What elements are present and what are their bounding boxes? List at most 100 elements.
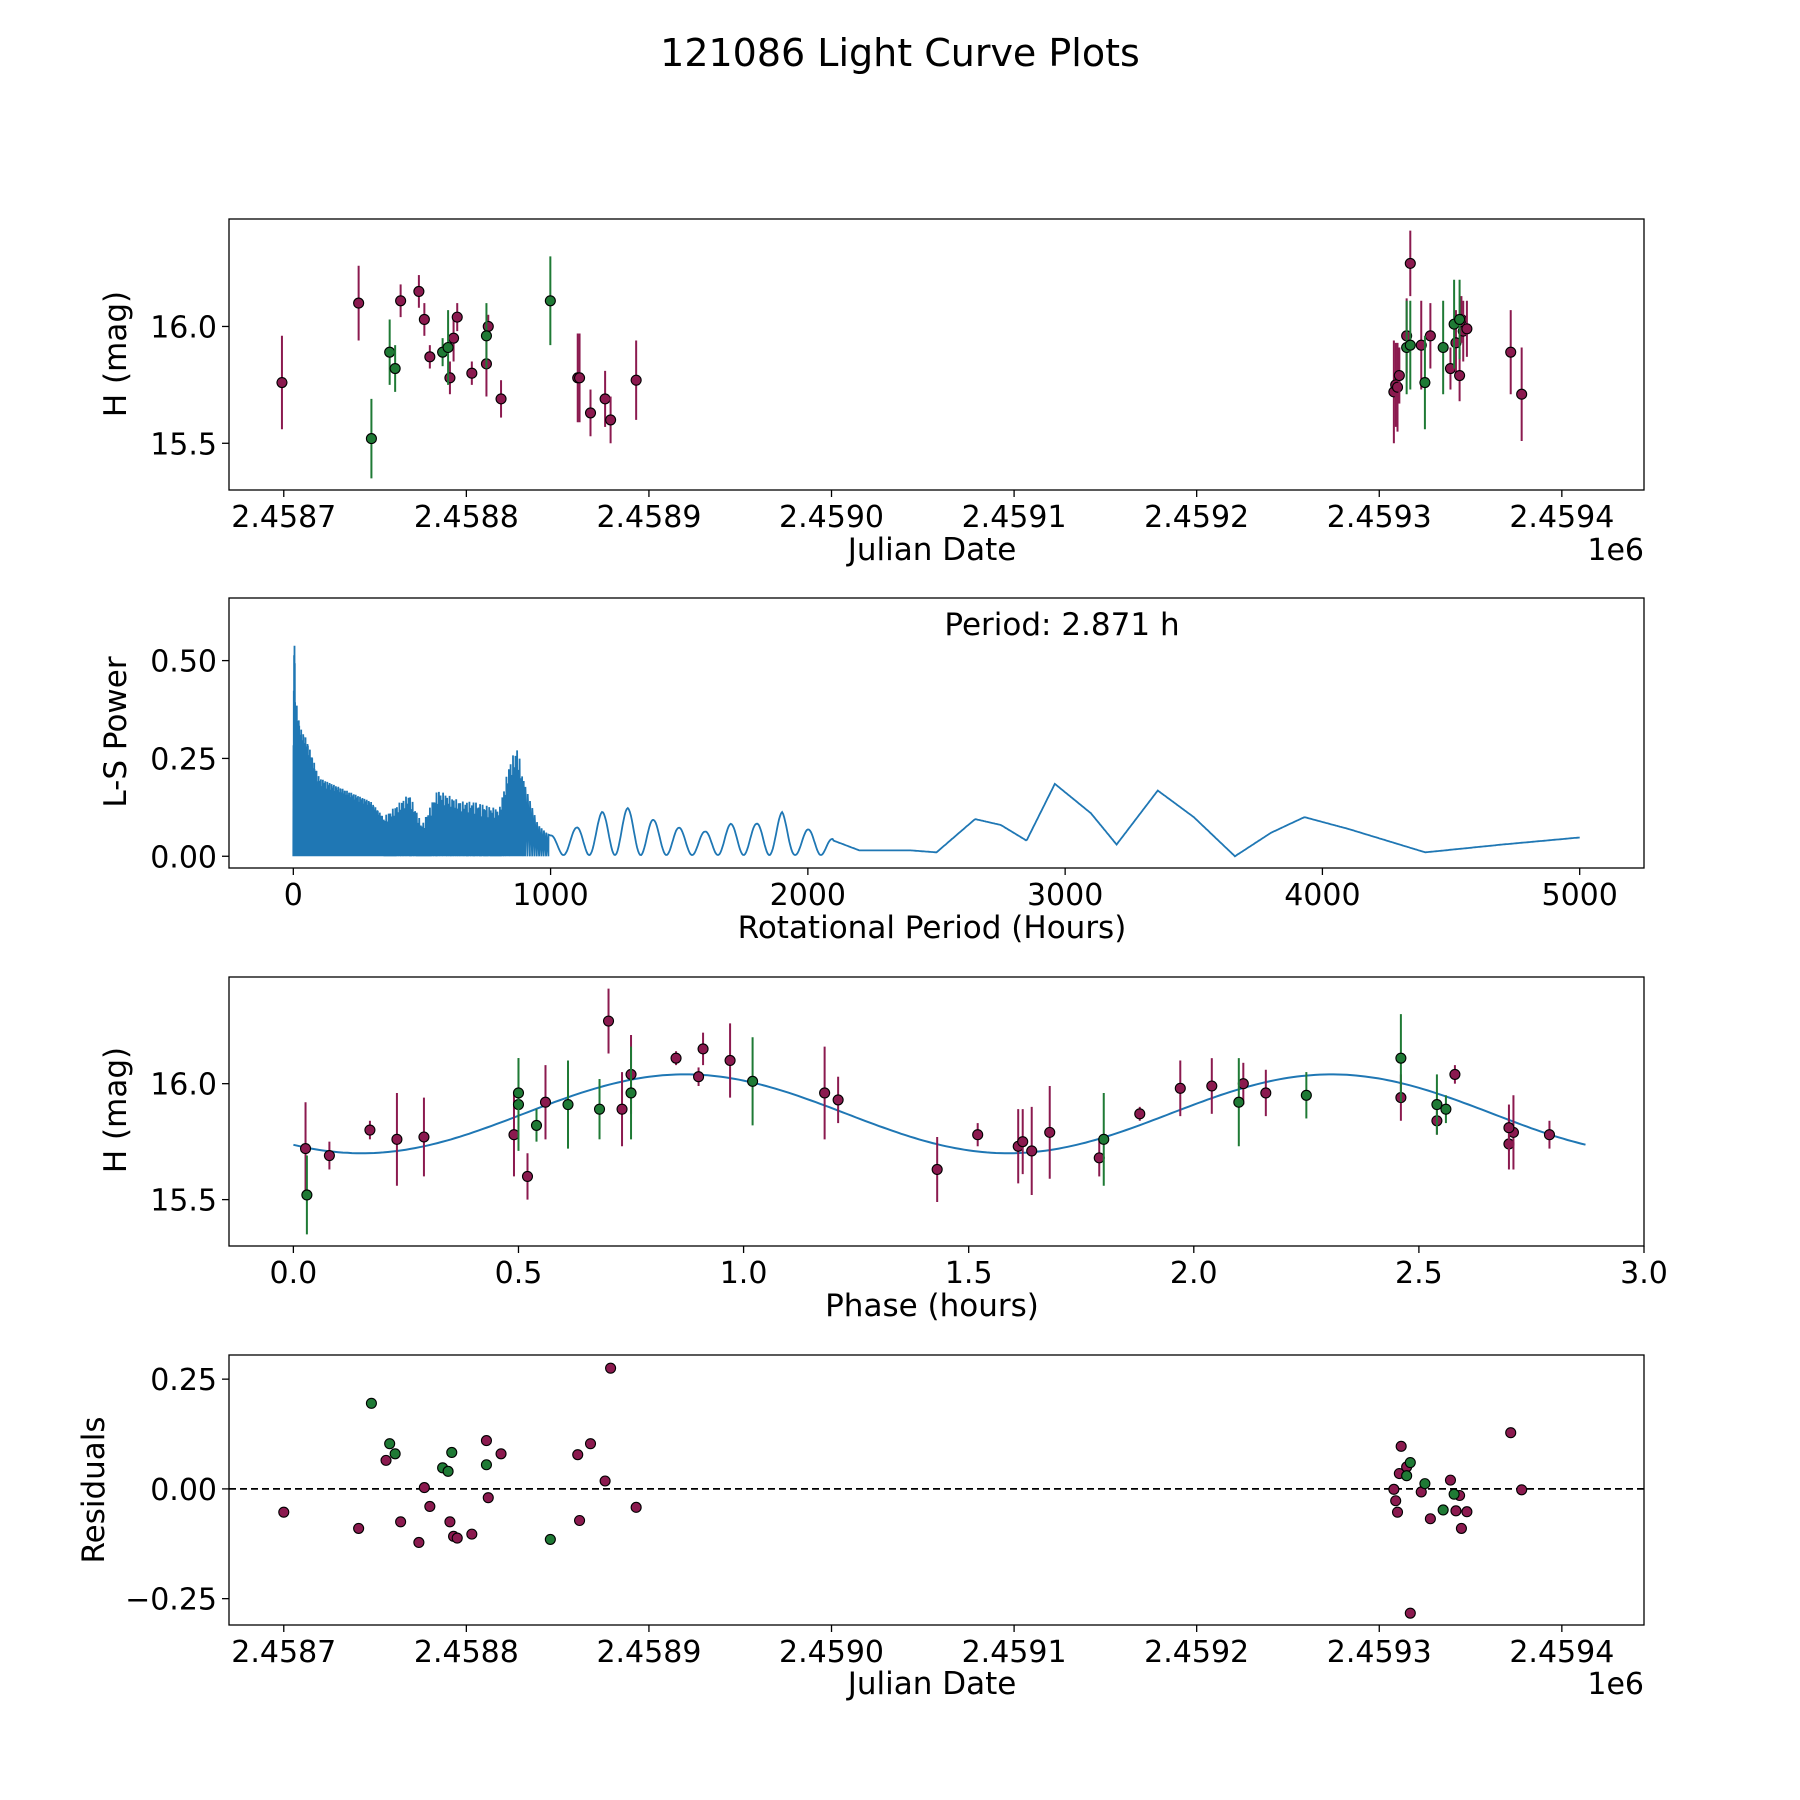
x-offset-light-curve: 1e6 <box>1587 533 1644 568</box>
x-tick-label-phased: 0.5 <box>495 1256 543 1291</box>
residual-point-r-band <box>1404 1607 1416 1619</box>
residual-point-r-band <box>451 1532 463 1544</box>
residual-point-g-band <box>1401 1470 1413 1482</box>
data-point-r-band <box>539 1096 552 1108</box>
data-point-r-band <box>418 1131 430 1143</box>
data-point-r-band <box>1516 388 1528 400</box>
residual-point-r-band <box>630 1501 642 1513</box>
data-point-r-band <box>444 372 456 384</box>
x-offset-residuals: 1e6 <box>1587 1667 1644 1702</box>
data-point-r-band <box>693 1071 705 1083</box>
residual-point-g-band <box>442 1465 454 1477</box>
x-tick-label-residuals: 2.4592 <box>1144 1635 1249 1670</box>
residual-point-r-band <box>418 1482 430 1494</box>
axes-frame-light_curve <box>228 218 1645 491</box>
data-point-r-band <box>584 407 597 419</box>
period-annotation: Period: 2.871 h <box>944 607 1179 643</box>
data-point-g-band <box>365 433 377 445</box>
data-point-r-band <box>1424 330 1436 342</box>
residual-point-r-band <box>1505 1427 1517 1439</box>
fit-curve <box>293 1073 1586 1155</box>
data-point-r-band <box>424 351 436 363</box>
data-point-g-band <box>1419 376 1431 389</box>
ylabel-phased: H (mag) <box>98 1047 134 1173</box>
data-point-r-band <box>1449 1068 1461 1080</box>
x-tick-label-residuals: 2.4591 <box>962 1635 1067 1670</box>
data-point-r-band <box>323 1150 335 1162</box>
residual-point-g-band <box>446 1446 458 1459</box>
data-point-g-band <box>1233 1096 1245 1108</box>
residual-point-r-band <box>353 1522 365 1534</box>
residual-point-r-band <box>1395 1440 1407 1452</box>
data-point-r-band <box>364 1124 376 1136</box>
residual-point-r-band <box>278 1506 290 1518</box>
x-tick-label-periodogram: 4000 <box>1284 878 1360 913</box>
data-point-r-band <box>495 393 507 405</box>
axes-frame-phased <box>228 976 1645 1247</box>
data-point-r-band <box>697 1043 709 1055</box>
x-tick-label-phased: 2.5 <box>1395 1256 1443 1291</box>
x-tick-label-periodogram: 5000 <box>1542 878 1618 913</box>
x-tick-label-phased: 1.0 <box>720 1256 768 1291</box>
y-tick-label-light_curve: 15.5 <box>150 427 217 462</box>
data-point-r-band <box>1260 1087 1272 1099</box>
data-point-r-band <box>972 1129 984 1141</box>
residual-point-g-band <box>1448 1488 1460 1500</box>
data-point-r-band <box>395 295 407 307</box>
ylabel-residuals: Residuals <box>76 1416 112 1563</box>
xlabel-light-curve: Julian Date <box>846 532 1017 568</box>
y-tick-label-light_curve: 16.0 <box>150 310 217 345</box>
data-point-r-band <box>670 1052 682 1064</box>
residual-point-r-band <box>1444 1474 1457 1486</box>
data-point-r-band <box>1505 346 1517 358</box>
data-point-r-band <box>1134 1108 1146 1120</box>
y-tick-label-periodogram: 0.00 <box>150 840 217 875</box>
data-point-r-band <box>508 1129 520 1141</box>
xlabel-periodogram: Rotational Period (Hours) <box>738 910 1127 946</box>
data-point-g-band <box>512 1087 525 1099</box>
data-point-r-band <box>599 393 611 405</box>
y-tick-label-phased: 16.0 <box>150 1068 217 1103</box>
x-tick-label-phased: 2.0 <box>1170 1256 1218 1291</box>
data-point-g-band <box>1440 1103 1452 1115</box>
data-point-r-band <box>391 1133 403 1145</box>
data-point-r-band <box>413 285 425 297</box>
data-point-g-band <box>1300 1089 1312 1101</box>
x-tick-label-light_curve: 2.4587 <box>231 500 336 535</box>
residual-point-r-band <box>495 1448 507 1460</box>
panel-periodogram: L-S Power Rotational Period (Hours) Peri… <box>98 597 1645 946</box>
x-tick-label-light_curve: 2.4589 <box>596 500 701 535</box>
residual-point-g-band <box>480 1459 492 1471</box>
x-tick-label-light_curve: 2.4592 <box>1144 500 1249 535</box>
data-point-g-band <box>1098 1133 1110 1145</box>
data-point-r-band <box>602 1015 615 1027</box>
x-tick-label-residuals: 2.4587 <box>231 1635 336 1670</box>
x-tick-label-phased: 0.0 <box>270 1256 318 1291</box>
data-point-r-band <box>466 367 478 379</box>
data-point-g-band <box>389 362 401 375</box>
data-point-g-band <box>1395 1052 1407 1064</box>
data-point-r-band <box>1393 369 1405 382</box>
residual-point-r-band <box>413 1536 425 1549</box>
ylabel-periodogram: L-S Power <box>98 656 134 807</box>
x-tick-label-periodogram: 1000 <box>512 878 588 913</box>
residual-point-g-band <box>544 1533 556 1545</box>
y-tick-label-residuals: 0.00 <box>150 1473 217 1508</box>
residual-point-r-band <box>599 1475 611 1487</box>
data-point-r-band <box>299 1143 312 1155</box>
residual-point-r-band <box>480 1435 492 1447</box>
panel-light-curve: H (mag) Julian Date 1e6 2.4587 2.4588 2.45… <box>98 218 1645 568</box>
ylabel-light-curve: H (mag) <box>98 291 134 417</box>
residual-point-r-band <box>380 1454 392 1466</box>
x-tick-label-periodogram: 2000 <box>770 878 846 913</box>
residual-point-r-band <box>1516 1484 1528 1496</box>
residual-point-r-band <box>574 1514 586 1527</box>
data-point-g-band <box>301 1189 313 1201</box>
data-point-r-band <box>448 332 460 344</box>
y-tick-label-phased: 15.5 <box>150 1184 217 1219</box>
data-point-r-band <box>574 372 586 384</box>
residual-point-r-band <box>1390 1495 1402 1507</box>
xlabel-phased: Phase (hours) <box>825 1288 1039 1324</box>
data-point-r-band <box>1044 1126 1056 1138</box>
